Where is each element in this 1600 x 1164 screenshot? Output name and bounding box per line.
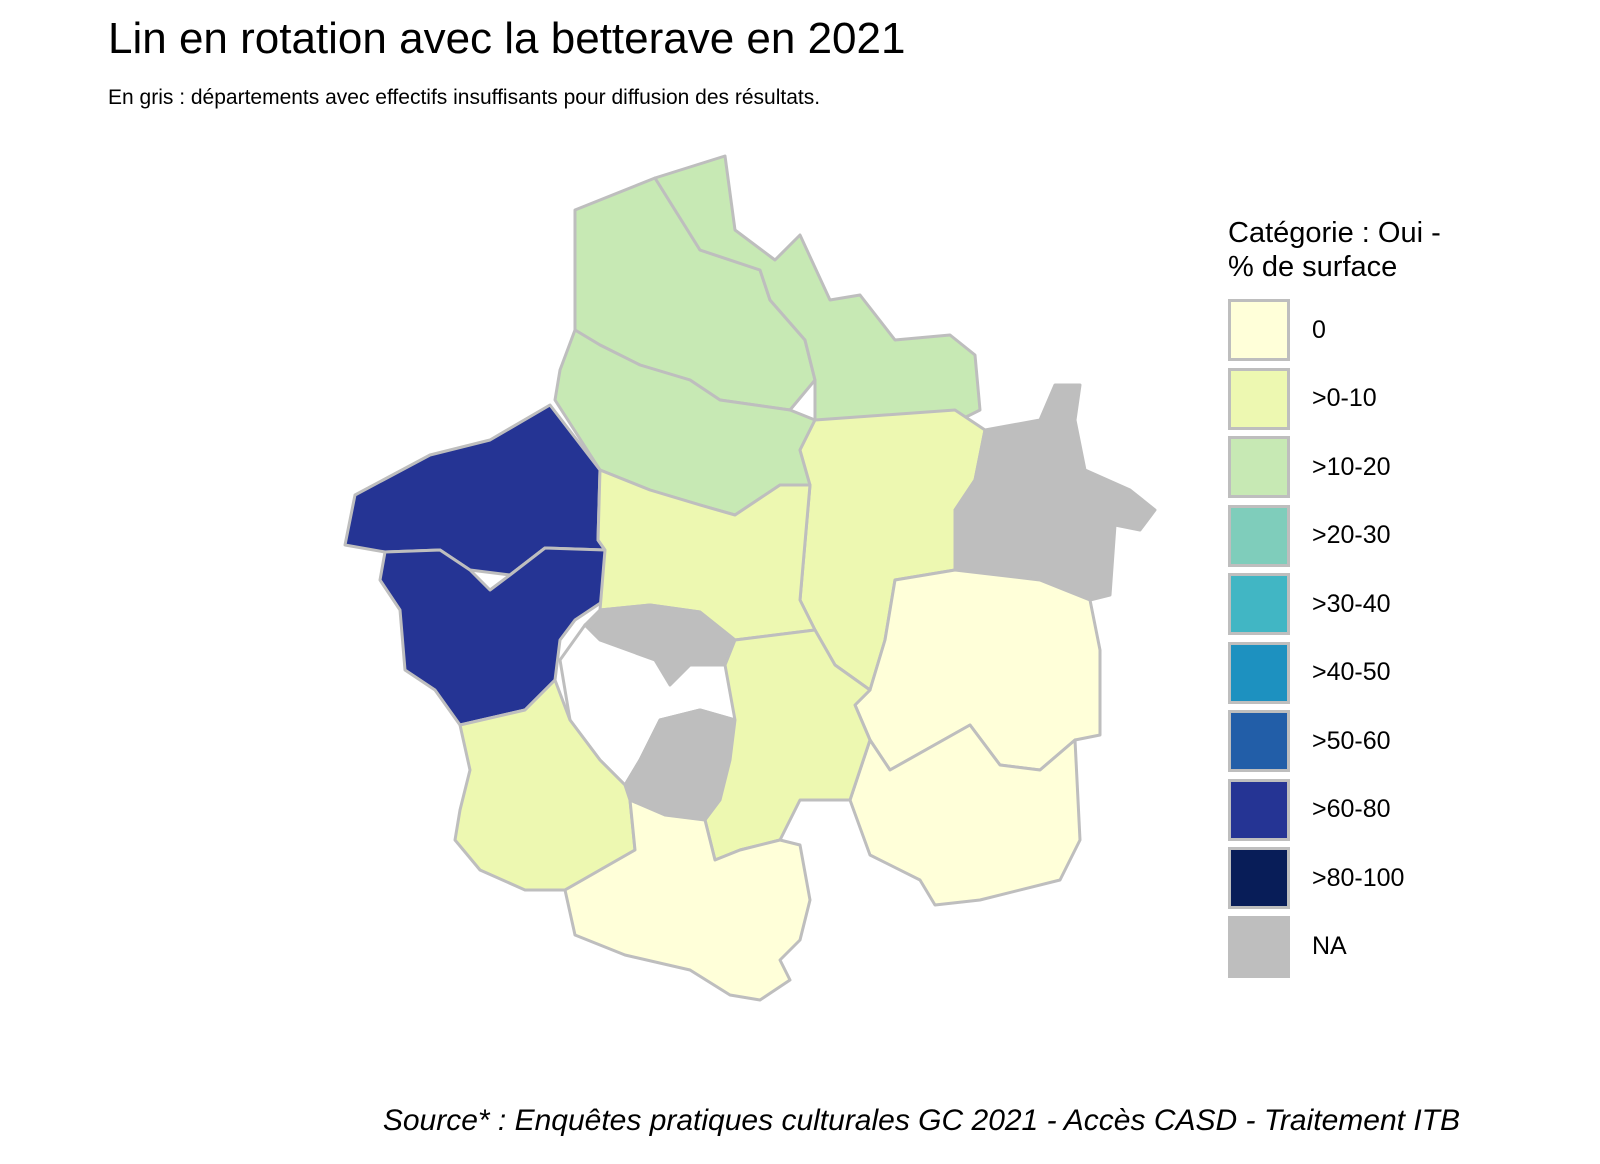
- legend-label: >0-10: [1312, 384, 1377, 413]
- legend-label: >50-60: [1312, 726, 1391, 755]
- map-region: [848, 723, 1082, 907]
- map-region: [563, 798, 812, 1002]
- legend-title: Catégorie : Oui -% de surface: [1228, 217, 1441, 283]
- legend-item: NA: [1228, 913, 1441, 982]
- legend-swatch: [1228, 778, 1290, 841]
- legend-swatch: [1228, 436, 1290, 499]
- legend-swatch: [1228, 847, 1290, 910]
- legend-item: >60-80: [1228, 776, 1441, 845]
- legend-swatch: [1228, 641, 1290, 704]
- map-title: Lin en rotation avec la betterave en 202…: [108, 14, 906, 63]
- map-region: [953, 383, 1157, 602]
- legend-swatch: [1228, 710, 1290, 773]
- legend-item: 0: [1228, 296, 1441, 365]
- legend-item: >20-30: [1228, 502, 1441, 571]
- legend-swatch: [1228, 915, 1290, 978]
- legend-swatch: [1228, 367, 1290, 430]
- legend-label: >60-80: [1312, 795, 1391, 824]
- legend-swatch: [1228, 504, 1290, 567]
- legend-swatch: [1228, 299, 1290, 362]
- legend-label: 0: [1312, 315, 1326, 344]
- legend-item: >40-50: [1228, 639, 1441, 708]
- legend-label: >80-100: [1312, 863, 1405, 892]
- legend-item: >0-10: [1228, 365, 1441, 434]
- legend-item: >80-100: [1228, 844, 1441, 913]
- map-region: [653, 154, 982, 422]
- legend-label: >40-50: [1312, 658, 1391, 687]
- legend: Catégorie : Oui -% de surface 0 >0-10 >10-…: [1228, 216, 1441, 981]
- choropleth-map: [343, 154, 1157, 1002]
- map-region: [378, 546, 607, 727]
- legend-label: >20-30: [1312, 521, 1391, 550]
- legend-item: >30-40: [1228, 570, 1441, 639]
- legend-label: >30-40: [1312, 589, 1391, 618]
- legend-item: >50-60: [1228, 707, 1441, 776]
- legend-label: NA: [1312, 932, 1347, 961]
- legend-label: >10-20: [1312, 452, 1391, 481]
- legend-swatch: [1228, 573, 1290, 636]
- legend-item: >10-20: [1228, 433, 1441, 502]
- map-subtitle: En gris : départements avec effectifs in…: [108, 86, 821, 109]
- source-caption: Source* : Enquêtes pratiques culturales …: [382, 1104, 1460, 1137]
